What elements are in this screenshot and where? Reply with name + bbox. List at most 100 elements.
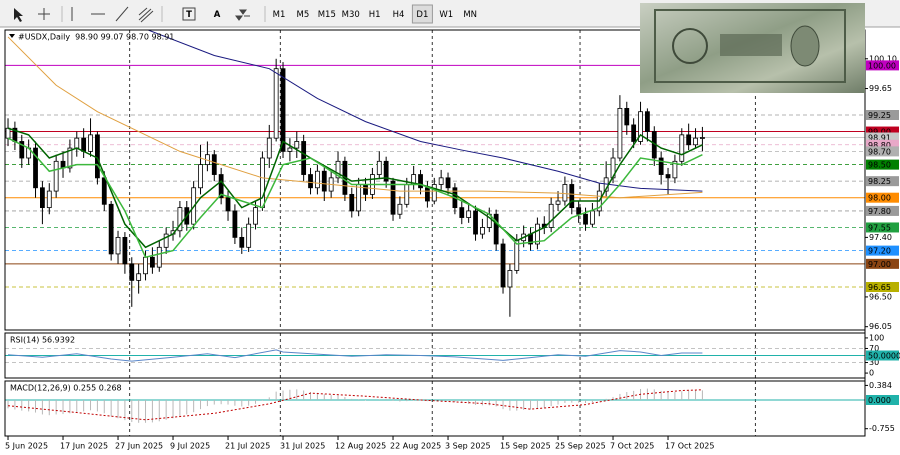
candle-body bbox=[321, 170, 327, 192]
candle-body bbox=[108, 203, 114, 255]
timeframe-button[interactable]: W1 bbox=[439, 10, 453, 20]
text-label-tool-box[interactable] bbox=[182, 7, 196, 21]
candle-body bbox=[218, 174, 224, 199]
candle-body bbox=[335, 160, 341, 179]
candle-body bbox=[81, 137, 87, 152]
panel-title: MACD(12,26,9) 0.255 0.268 bbox=[10, 384, 122, 393]
candle-body bbox=[425, 187, 430, 202]
candle-body bbox=[280, 68, 286, 152]
level-label-box bbox=[866, 132, 899, 143]
y-tick-label: 97.40 bbox=[869, 233, 892, 242]
x-tick-label: 7 Oct 2025 bbox=[610, 442, 654, 451]
candle-body bbox=[163, 233, 169, 248]
candle-body bbox=[445, 177, 451, 189]
candle-body bbox=[246, 223, 252, 248]
cursor-tool[interactable] bbox=[14, 8, 23, 22]
level-label-box bbox=[866, 146, 899, 157]
indicator-line bbox=[7, 137, 703, 259]
bill-border bbox=[654, 9, 846, 83]
x-tick-label: 12 Aug 2025 bbox=[335, 442, 386, 451]
bill-seal bbox=[672, 28, 708, 64]
candle-body bbox=[493, 213, 499, 245]
x-tick-label: 5 Jun 2025 bbox=[5, 442, 48, 451]
plots: 100.10 99.65 97.40 96.50 96.05 100.00 99.25 99.… bbox=[4, 29, 900, 451]
candle-body bbox=[363, 184, 368, 195]
level-label-box bbox=[866, 258, 899, 269]
y-tick-label: 0 bbox=[869, 369, 874, 378]
y-tick-label: 0.384 bbox=[869, 381, 892, 390]
timeframe-button[interactable]: MN bbox=[463, 10, 477, 20]
candle-body bbox=[645, 111, 650, 132]
panel bbox=[5, 381, 865, 436]
candle-body bbox=[631, 124, 637, 142]
candle-body bbox=[617, 107, 623, 159]
candle-body bbox=[459, 207, 465, 218]
indicator-line bbox=[7, 36, 703, 199]
timeframe-button[interactable]: M1 bbox=[273, 10, 286, 20]
candle-body bbox=[349, 193, 355, 212]
level-label: 97.55 bbox=[868, 223, 891, 232]
candle-body bbox=[590, 210, 595, 225]
candle-body bbox=[638, 111, 643, 142]
candle-body bbox=[658, 157, 664, 175]
level-label: 98.80 bbox=[868, 141, 891, 150]
tool-label[interactable]: T bbox=[186, 10, 192, 20]
level-label: 98.50 bbox=[868, 161, 891, 170]
level-label: 98.25 bbox=[868, 177, 891, 186]
candle-body bbox=[418, 174, 423, 189]
candle-body bbox=[480, 227, 485, 235]
candle-body bbox=[548, 203, 554, 228]
candle-body bbox=[404, 184, 410, 205]
tool-label[interactable]: A bbox=[214, 10, 221, 20]
candle-body bbox=[514, 240, 520, 271]
timeframe-button[interactable]: M30 bbox=[342, 10, 360, 20]
timeframe-button[interactable]: H4 bbox=[393, 10, 405, 20]
bill-center bbox=[720, 34, 782, 56]
candle-body bbox=[562, 184, 568, 202]
candle-body bbox=[466, 210, 472, 218]
candle-body bbox=[397, 203, 403, 215]
candle-body bbox=[383, 160, 389, 182]
timeframe-button[interactable]: M5 bbox=[297, 10, 310, 20]
panel-title: #USDX,Daily 98.90 99.07 98.70 98.91 bbox=[18, 33, 174, 42]
candle-body bbox=[431, 184, 437, 202]
candle-body bbox=[308, 174, 313, 189]
candle-body bbox=[376, 160, 382, 175]
level-label: 50.0000 bbox=[868, 352, 900, 361]
timeframe-button[interactable]: D1 bbox=[416, 10, 428, 20]
x-tick-label: 9 Jul 2025 bbox=[170, 442, 210, 451]
y-tick-label: 99.65 bbox=[869, 84, 892, 93]
candle-body bbox=[19, 141, 25, 159]
timeframe-button[interactable]: H1 bbox=[369, 10, 381, 20]
candle-body bbox=[74, 137, 80, 149]
level-label-box bbox=[866, 282, 899, 293]
crosshair-tool[interactable] bbox=[38, 8, 50, 20]
level-label: 99.25 bbox=[868, 111, 891, 120]
price-axis: 100 70 30 0 50.0000 bbox=[865, 333, 900, 378]
level-label: 97.00 bbox=[868, 260, 891, 269]
timeframe-button[interactable]: M15 bbox=[318, 10, 336, 20]
panel bbox=[5, 333, 865, 378]
channel-tool[interactable] bbox=[138, 7, 154, 23]
candle-body bbox=[239, 236, 245, 248]
level-label-box bbox=[866, 205, 899, 216]
candle-body bbox=[576, 207, 582, 215]
shapes-tool[interactable] bbox=[235, 9, 250, 21]
candle-body bbox=[390, 180, 396, 215]
indicator-line bbox=[146, 30, 703, 192]
y-tick-label: -0.755 bbox=[869, 424, 895, 433]
x-tick-label: 15 Sep 2025 bbox=[500, 442, 551, 451]
y-tick-label: 100.10 bbox=[869, 54, 897, 63]
trendline-tool[interactable] bbox=[115, 6, 129, 22]
price-axis: 100.10 99.65 97.40 96.50 96.05 100.00 99.25 99.… bbox=[865, 54, 899, 331]
x-tick-label: 3 Sep 2025 bbox=[445, 442, 491, 451]
candle-body bbox=[101, 177, 107, 205]
y-tick-label: 30 bbox=[869, 358, 879, 367]
candle-body bbox=[583, 213, 588, 225]
level-label: 97.80 bbox=[868, 207, 891, 216]
candle-body bbox=[473, 210, 478, 235]
candle-body bbox=[115, 236, 121, 255]
candle-body bbox=[143, 256, 148, 275]
candle-body bbox=[225, 197, 231, 212]
